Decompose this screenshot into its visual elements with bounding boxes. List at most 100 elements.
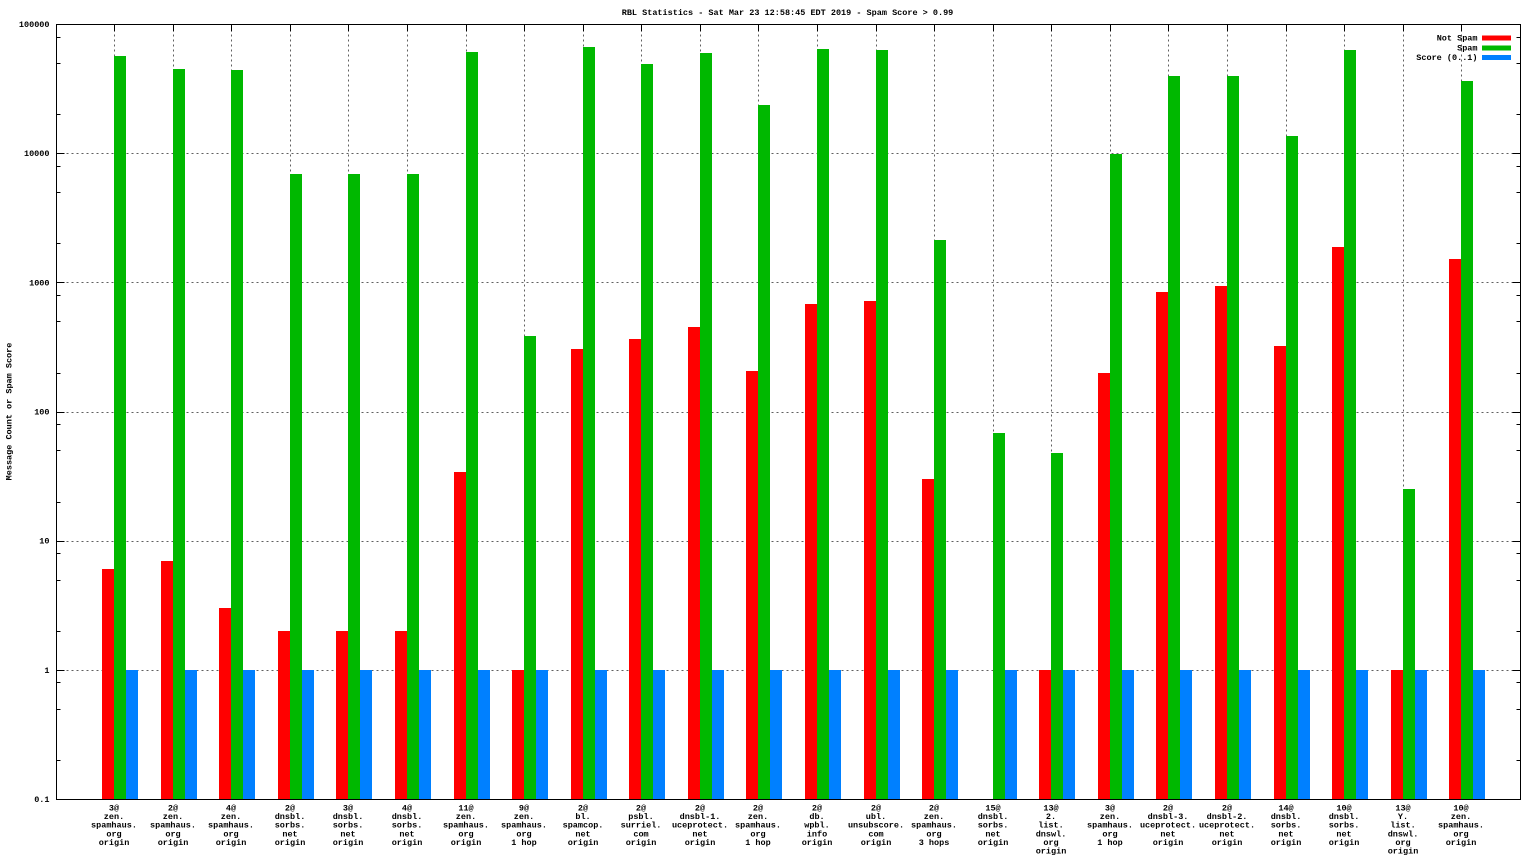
svg-text:origin: origin <box>99 838 130 848</box>
svg-text:origin: origin <box>1329 838 1360 848</box>
svg-text:10@: 10@ <box>1453 804 1468 814</box>
svg-text:org: org <box>516 829 531 839</box>
svg-text:zen.: zen. <box>1100 812 1120 822</box>
svg-text:org: org <box>750 829 765 839</box>
svg-text:spamhaus.: spamhaus. <box>501 821 547 831</box>
svg-text:spamhaus.: spamhaus. <box>1087 821 1133 831</box>
svg-text:dnsbl.: dnsbl. <box>275 812 306 822</box>
svg-text:dnsbl-3.: dnsbl-3. <box>1148 812 1189 822</box>
svg-text:org: org <box>1043 838 1058 848</box>
svg-text:0.1: 0.1 <box>34 795 49 805</box>
svg-text:net: net <box>1278 829 1293 839</box>
svg-text:wpbl.: wpbl. <box>804 821 830 831</box>
svg-text:surriel.: surriel. <box>621 821 662 831</box>
svg-text:Score (0..1): Score (0..1) <box>1416 53 1477 63</box>
svg-text:dnsbl.: dnsbl. <box>978 812 1009 822</box>
svg-text:uceprotect.: uceprotect. <box>1140 821 1196 831</box>
svg-text:org: org <box>1395 838 1410 848</box>
svg-text:ubl.: ubl. <box>866 812 886 822</box>
svg-text:Spam: Spam <box>1457 43 1477 53</box>
svg-text:3 hops: 3 hops <box>919 838 950 848</box>
svg-text:uceprotect.: uceprotect. <box>672 821 728 831</box>
svg-text:Not Spam: Not Spam <box>1437 33 1478 43</box>
svg-text:db.: db. <box>809 812 824 822</box>
svg-text:9@: 9@ <box>519 804 529 814</box>
svg-text:unsubscore.: unsubscore. <box>848 821 904 831</box>
svg-text:list.: list. <box>1390 821 1416 831</box>
svg-text:2@: 2@ <box>753 804 763 814</box>
svg-text:1000: 1000 <box>29 278 49 288</box>
svg-text:sorbs.: sorbs. <box>978 821 1009 831</box>
svg-text:14@: 14@ <box>1278 804 1293 814</box>
svg-text:zen.: zen. <box>1451 812 1471 822</box>
svg-text:origin: origin <box>978 838 1009 848</box>
svg-text:10@: 10@ <box>1336 804 1351 814</box>
svg-text:origin: origin <box>1446 838 1477 848</box>
svg-text:4@: 4@ <box>226 804 236 814</box>
svg-text:2@: 2@ <box>285 804 295 814</box>
svg-text:origin: origin <box>275 838 306 848</box>
svg-text:100000: 100000 <box>19 20 50 30</box>
svg-text:origin: origin <box>1036 847 1067 857</box>
svg-text:org: org <box>165 829 180 839</box>
svg-text:org: org <box>223 829 238 839</box>
svg-text:2.: 2. <box>1046 812 1056 822</box>
svg-text:dnsbl.: dnsbl. <box>333 812 364 822</box>
svg-text:uceprotect.: uceprotect. <box>1199 821 1255 831</box>
svg-text:RBL Statistics - Sat Mar 23 12: RBL Statistics - Sat Mar 23 12:58:45 EDT… <box>622 8 954 18</box>
svg-text:dnsbl-1.: dnsbl-1. <box>680 812 721 822</box>
svg-text:Message Count or Spam Score: Message Count or Spam Score <box>5 343 15 481</box>
svg-text:2@: 2@ <box>695 804 705 814</box>
svg-text:2@: 2@ <box>871 804 881 814</box>
svg-text:spamhaus.: spamhaus. <box>208 821 254 831</box>
svg-text:2@: 2@ <box>812 804 822 814</box>
svg-text:1 hop: 1 hop <box>511 838 537 848</box>
svg-text:spamhaus.: spamhaus. <box>91 821 137 831</box>
svg-text:spamhaus.: spamhaus. <box>911 821 957 831</box>
svg-text:spamcop.: spamcop. <box>563 821 604 831</box>
svg-text:2@: 2@ <box>168 804 178 814</box>
svg-text:origin: origin <box>1153 838 1184 848</box>
svg-text:10000: 10000 <box>24 149 50 159</box>
svg-text:origin: origin <box>1388 847 1419 857</box>
svg-text:zen.: zen. <box>924 812 944 822</box>
svg-text:zen.: zen. <box>748 812 768 822</box>
svg-text:net: net <box>985 829 1000 839</box>
svg-text:origin: origin <box>392 838 423 848</box>
svg-text:origin: origin <box>158 838 189 848</box>
svg-text:net: net <box>575 829 590 839</box>
svg-text:com: com <box>868 829 883 839</box>
svg-text:1 hop: 1 hop <box>1097 838 1123 848</box>
svg-text:sorbs.: sorbs. <box>275 821 306 831</box>
svg-text:3@: 3@ <box>343 804 353 814</box>
svg-text:15@: 15@ <box>985 804 1000 814</box>
svg-text:origin: origin <box>333 838 364 848</box>
svg-text:zen.: zen. <box>221 812 241 822</box>
svg-text:origin: origin <box>451 838 482 848</box>
svg-text:origin: origin <box>216 838 247 848</box>
svg-text:origin: origin <box>861 838 892 848</box>
svg-text:net: net <box>399 829 414 839</box>
svg-text:net: net <box>282 829 297 839</box>
svg-text:bl.: bl. <box>575 812 590 822</box>
svg-text:dnsbl.: dnsbl. <box>1271 812 1302 822</box>
svg-text:sorbs.: sorbs. <box>1271 821 1302 831</box>
svg-text:dnsbl.: dnsbl. <box>392 812 423 822</box>
svg-text:sorbs.: sorbs. <box>333 821 364 831</box>
svg-text:net: net <box>692 829 707 839</box>
svg-text:origin: origin <box>685 838 716 848</box>
svg-text:2@: 2@ <box>1222 804 1232 814</box>
svg-text:dnsbl.: dnsbl. <box>1329 812 1360 822</box>
svg-text:Y.: Y. <box>1398 812 1408 822</box>
svg-text:13@: 13@ <box>1395 804 1410 814</box>
svg-text:net: net <box>340 829 355 839</box>
svg-text:10: 10 <box>39 537 49 547</box>
svg-text:zen.: zen. <box>104 812 124 822</box>
svg-text:2@: 2@ <box>578 804 588 814</box>
svg-text:com: com <box>633 829 648 839</box>
svg-text:spamhaus.: spamhaus. <box>1438 821 1484 831</box>
svg-text:dnswl.: dnswl. <box>1036 829 1067 839</box>
svg-text:sorbs.: sorbs. <box>392 821 423 831</box>
svg-text:origin: origin <box>802 838 833 848</box>
svg-text:11@: 11@ <box>458 804 473 814</box>
